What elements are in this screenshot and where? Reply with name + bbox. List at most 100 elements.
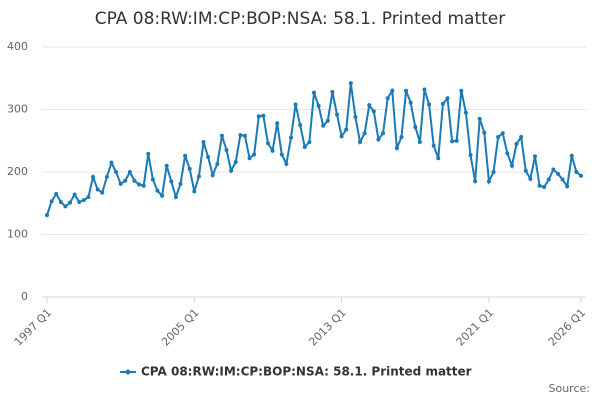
credits: Source: xyxy=(549,382,591,395)
data-point xyxy=(348,81,353,86)
data-point xyxy=(210,173,215,178)
data-point xyxy=(371,109,376,114)
data-point xyxy=(86,195,91,199)
data-point xyxy=(404,88,409,93)
data-point xyxy=(49,199,54,204)
data-point xyxy=(265,141,270,146)
data-point xyxy=(316,103,321,108)
data-point xyxy=(509,163,514,168)
data-point xyxy=(574,170,579,174)
data-point xyxy=(385,96,390,101)
data-point xyxy=(431,143,436,148)
data-point xyxy=(473,179,478,184)
data-point xyxy=(358,140,363,144)
data-point xyxy=(58,200,63,204)
data-point xyxy=(114,170,119,174)
data-point xyxy=(312,90,316,95)
data-point xyxy=(196,174,201,179)
data-point xyxy=(77,200,82,204)
data-point xyxy=(555,171,560,176)
data-point xyxy=(54,191,59,196)
data-point xyxy=(477,116,482,121)
data-point xyxy=(169,179,174,184)
legend-text: CPA 08:RW:IM:CP:BOP:NSA: 58.1. Printed m… xyxy=(141,365,472,379)
data-point xyxy=(137,182,142,187)
data-point xyxy=(229,168,234,173)
data-point xyxy=(270,148,275,153)
data-point xyxy=(579,173,583,178)
data-point xyxy=(224,148,229,153)
data-point xyxy=(335,112,340,117)
y-tick-label: 100 xyxy=(7,228,28,241)
data-point xyxy=(399,135,404,139)
data-point xyxy=(81,198,86,203)
data-point xyxy=(519,135,524,139)
data-point xyxy=(362,131,367,136)
data-point xyxy=(288,135,293,140)
data-point xyxy=(413,125,418,129)
data-point xyxy=(123,178,128,183)
y-tick-label: 0 xyxy=(21,290,28,303)
data-point xyxy=(247,156,252,161)
data-point xyxy=(367,103,372,108)
data-point xyxy=(482,130,487,135)
x-tick-label: 1997 Q1 xyxy=(12,306,55,349)
data-point xyxy=(178,181,183,186)
data-point xyxy=(551,167,556,172)
data-point xyxy=(321,123,326,128)
data-point xyxy=(353,115,358,119)
data-point xyxy=(104,175,109,179)
data-point xyxy=(215,161,220,166)
x-tick-label: 2021 Q1 xyxy=(454,306,497,349)
data-point xyxy=(302,145,307,149)
x-tick-label: 2005 Q1 xyxy=(159,306,202,349)
data-point xyxy=(252,152,257,157)
data-point xyxy=(63,204,68,209)
data-point xyxy=(279,152,284,157)
data-point xyxy=(505,151,510,156)
data-point xyxy=(109,160,114,165)
data-point xyxy=(468,153,473,158)
data-point xyxy=(95,187,100,192)
data-point xyxy=(408,100,413,105)
data-point xyxy=(569,153,574,158)
data-point xyxy=(394,146,399,151)
data-point xyxy=(459,88,464,93)
data-point xyxy=(45,213,49,218)
y-tick-label: 400 xyxy=(7,40,28,53)
data-point xyxy=(560,177,565,182)
data-point xyxy=(72,192,77,197)
data-point xyxy=(514,141,519,146)
data-point xyxy=(132,178,137,183)
data-point xyxy=(427,102,432,107)
data-point xyxy=(183,153,188,158)
data-point xyxy=(422,87,427,92)
data-point xyxy=(233,160,238,164)
data-point xyxy=(537,183,542,188)
data-point xyxy=(445,96,450,101)
data-point xyxy=(542,185,547,189)
data-point xyxy=(436,156,441,161)
data-point xyxy=(261,113,266,118)
data-point xyxy=(307,140,312,144)
data-point xyxy=(500,131,505,136)
data-point xyxy=(146,151,151,156)
y-tick-label: 200 xyxy=(7,165,28,178)
data-point xyxy=(523,168,528,173)
data-point xyxy=(100,190,105,195)
data-point xyxy=(390,88,395,93)
data-point xyxy=(491,170,496,174)
data-point xyxy=(141,183,146,188)
data-point xyxy=(417,140,422,144)
data-point xyxy=(496,135,501,139)
data-point xyxy=(127,170,132,174)
legend-marker xyxy=(125,369,131,375)
data-point xyxy=(155,188,160,193)
data-point xyxy=(298,123,303,128)
data-point xyxy=(91,175,96,179)
data-point xyxy=(173,195,178,199)
data-point xyxy=(454,138,459,143)
data-point xyxy=(242,133,247,138)
data-point xyxy=(376,137,381,142)
data-point xyxy=(528,176,533,181)
